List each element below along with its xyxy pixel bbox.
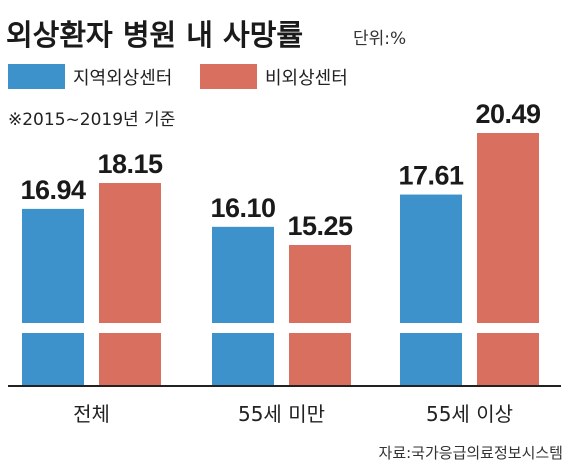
value-label: 20.49 [475,99,541,129]
source-note: 자료:국가응급의료정보시스템 [379,444,563,462]
bar-regional-0 [22,208,84,386]
bar-non-regional-0 [99,183,161,386]
category-label: 전체 [73,402,110,426]
period-note: ※2015~2019년 기준 [8,110,175,130]
category-labels: 전체 55세 미만 55세 이상 [73,402,513,426]
axis-break-band [98,323,162,333]
legend-swatch-regional [8,64,65,89]
value-label: 16.94 [20,175,86,205]
axis-break-band [476,323,540,333]
axis-break-band [288,323,352,333]
bars-layer: 16.94 18.15 16.10 15.25 17.61 20.49 [20,99,542,386]
legend: 지역외상센터 비외상센터 [8,64,348,89]
legend-swatch-non-regional [200,64,257,89]
legend-label-regional: 지역외상센터 [73,68,172,89]
bar-regional-2 [400,194,462,386]
bar-regional-1 [212,226,274,386]
value-label: 18.15 [97,149,163,179]
axis-break-band [211,323,275,333]
bar-non-regional-1 [289,245,351,386]
axis-break-band [21,323,85,333]
value-label: 15.25 [287,211,353,241]
chart-title: 외상환자 병원 내 사망률 [6,18,303,52]
value-label: 16.10 [210,193,275,223]
bar-non-regional-2 [477,133,539,386]
axis-break-band [399,323,463,333]
unit-label: 단위:% [353,29,406,49]
value-label: 17.61 [398,161,464,191]
legend-label-non-regional: 비외상센터 [265,68,348,89]
category-label: 55세 미만 [238,402,325,426]
category-label: 55세 이상 [426,402,513,426]
